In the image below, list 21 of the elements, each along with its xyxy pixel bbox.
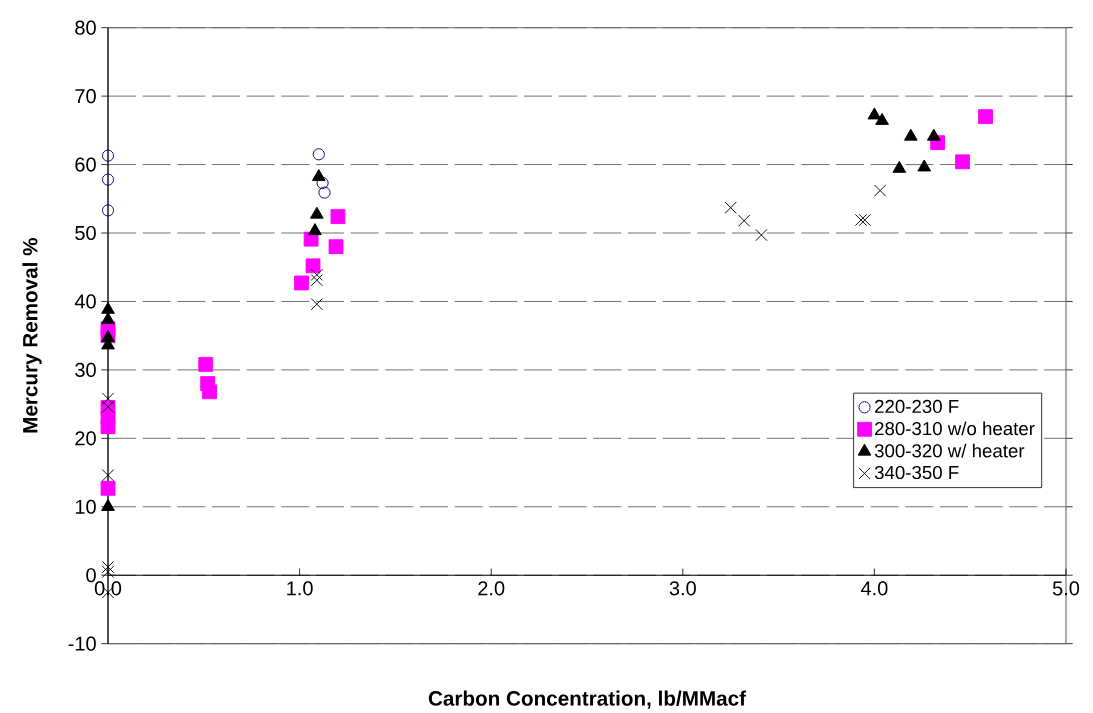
legend-label: 300-320 w/ heater bbox=[874, 443, 1025, 458]
y-tick-label: 10 bbox=[75, 499, 96, 514]
y-tick-label: 70 bbox=[75, 89, 96, 104]
x-tick-label: 1.0 bbox=[287, 581, 313, 596]
y-tick-label: 80 bbox=[75, 20, 96, 35]
x-tick-label: 4.0 bbox=[860, 581, 888, 596]
legend-label: 220-230 F bbox=[875, 399, 959, 414]
y-axis-title: Mercury Removal % bbox=[22, 238, 42, 433]
x-tick-label: 3.0 bbox=[669, 581, 696, 596]
x-tick-label: 2.0 bbox=[478, 581, 505, 596]
legend-label: 280-310 w/o heater bbox=[875, 421, 1035, 436]
y-tick-label: 40 bbox=[74, 294, 96, 309]
y-tick-label: -10 bbox=[68, 636, 96, 651]
y-tick-label: 60 bbox=[75, 157, 96, 172]
y-tick-label: 20 bbox=[75, 431, 96, 446]
x-axis-title: Carbon Concentration, lb/MMacf bbox=[428, 690, 747, 709]
x-tick-label: 5.0 bbox=[1052, 581, 1080, 596]
y-tick-label: 50 bbox=[75, 225, 96, 241]
legend-label: 340-350 F bbox=[874, 465, 959, 480]
y-tick-label: 30 bbox=[75, 362, 96, 377]
y-tick-label: 0 bbox=[86, 568, 96, 583]
